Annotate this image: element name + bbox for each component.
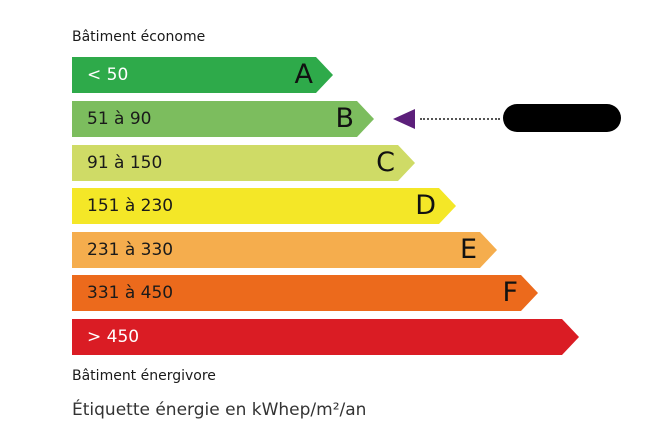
energy-class-bar-c: 91 à 150 C bbox=[72, 145, 415, 181]
energy-class-bar-a: < 50 A bbox=[72, 57, 333, 93]
class-range: 91 à 150 bbox=[87, 153, 163, 173]
dotted-leader-line bbox=[420, 118, 500, 120]
energy-class-bar-d: 151 à 230 D bbox=[72, 188, 456, 224]
class-letter: A bbox=[294, 59, 313, 90]
class-range: 231 à 330 bbox=[87, 240, 174, 260]
caption: Étiquette énergie en kWhep/m²/an bbox=[72, 400, 367, 420]
class-range: > 450 bbox=[87, 327, 140, 347]
current-class-arrow-icon bbox=[393, 109, 415, 129]
class-letter: D bbox=[415, 190, 436, 221]
class-letter: B bbox=[335, 103, 354, 134]
class-letter: E bbox=[459, 234, 477, 265]
energy-class-bar-e: 231 à 330 E bbox=[72, 232, 497, 268]
class-letter: F bbox=[502, 277, 518, 308]
energy-class-bar-g: > 450 bbox=[72, 319, 579, 355]
class-range: 51 à 90 bbox=[87, 109, 152, 129]
redacted-value bbox=[503, 104, 621, 132]
class-range: 331 à 450 bbox=[87, 283, 174, 303]
energy-class-bar-f: 331 à 450 F bbox=[72, 275, 538, 311]
bottom-label: Bâtiment énergivore bbox=[72, 368, 216, 384]
top-label: Bâtiment économe bbox=[72, 29, 206, 45]
energy-class-bar-b: 51 à 90 B bbox=[72, 101, 374, 137]
class-range: 151 à 230 bbox=[87, 196, 174, 216]
class-letter: C bbox=[376, 147, 395, 178]
class-range: < 50 bbox=[87, 65, 129, 85]
